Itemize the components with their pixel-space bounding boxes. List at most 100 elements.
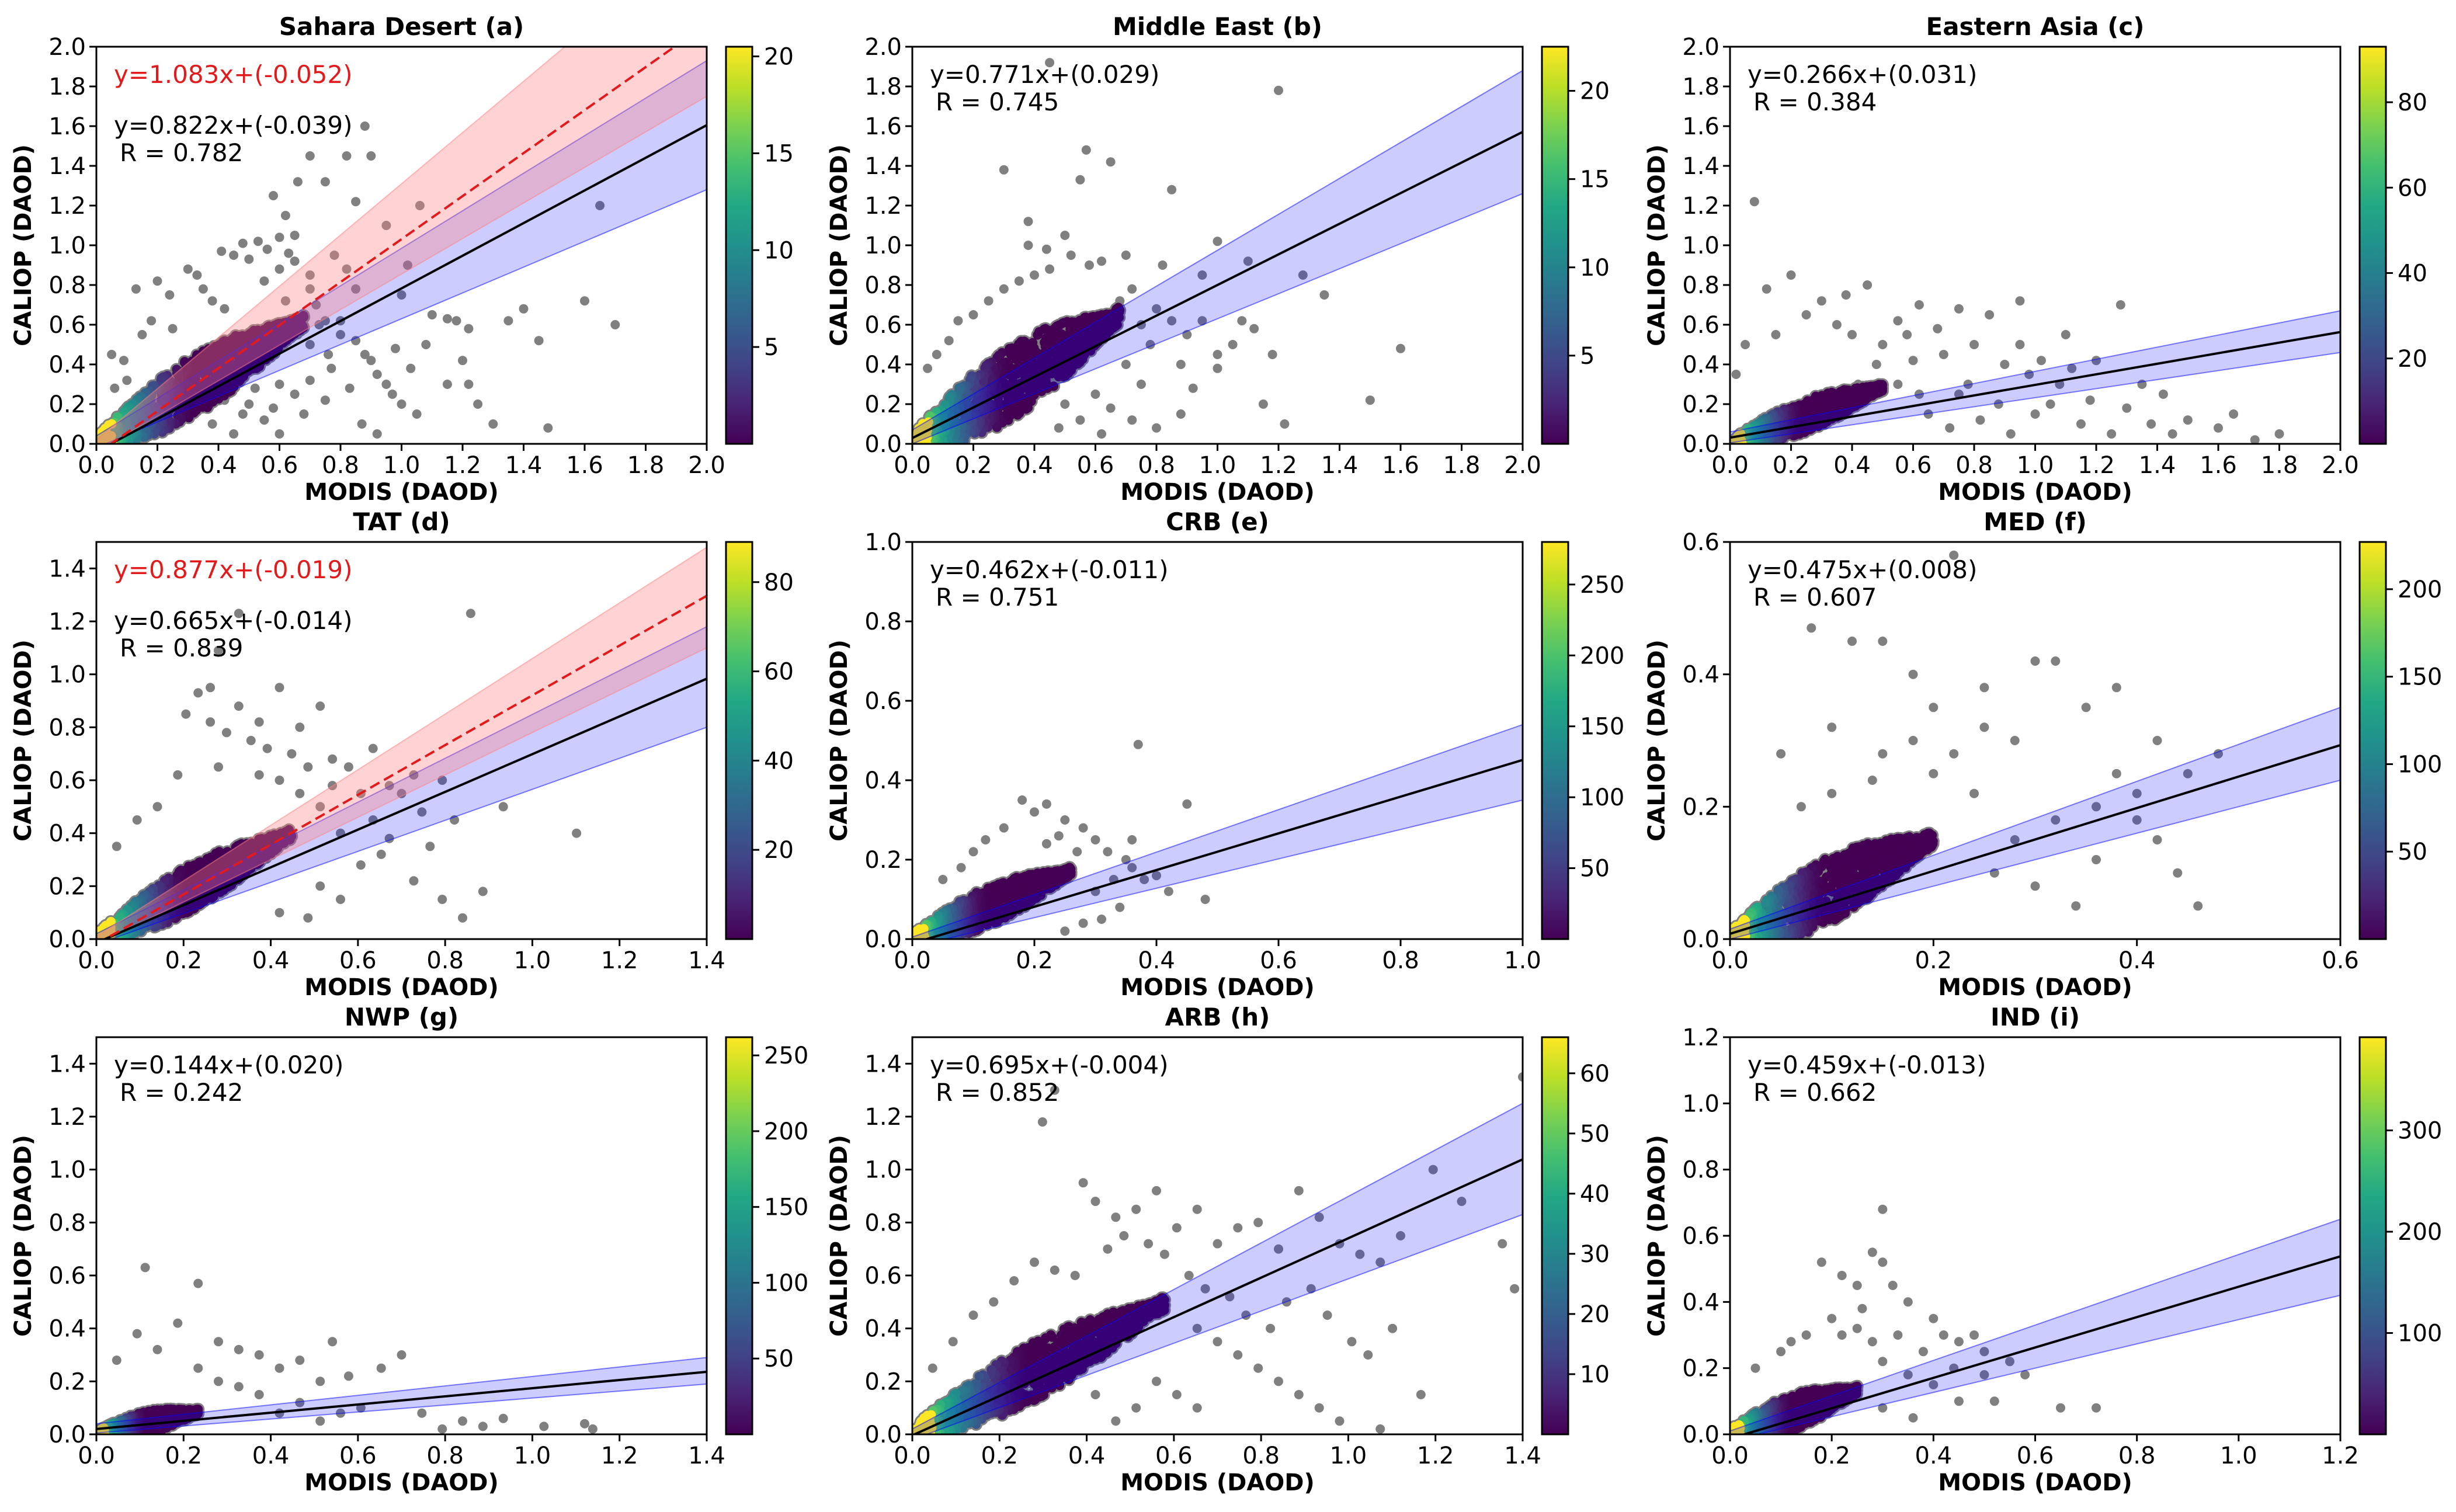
outlier-point — [1954, 304, 1964, 314]
panel-1: 0.0 0.2 0.4 0.6 0.8 1.0 1.2 1.4 1.6 1.8 2.00.00.20… — [826, 12, 1610, 506]
outlier-point — [131, 284, 141, 294]
y-tick-label: 1.0 — [48, 232, 86, 259]
outlier-point — [152, 276, 162, 286]
outlier-point — [451, 316, 461, 326]
y-tick-label: 0.0 — [48, 431, 86, 458]
outlier-point — [534, 336, 544, 346]
correlation-label: R = 0.745 — [936, 88, 1059, 116]
outlier-point — [1908, 356, 1918, 366]
outlier-point — [464, 380, 474, 389]
outlier-point — [198, 284, 208, 294]
outlier-point — [1167, 185, 1177, 194]
outlier-point — [336, 330, 345, 339]
outlier-point — [1075, 415, 1085, 425]
x-tick-label: 1.0 — [383, 452, 421, 479]
outlier-point — [2085, 395, 2095, 405]
outlier-point — [299, 409, 309, 419]
outlier-point — [2045, 399, 2055, 409]
outlier-point — [2146, 419, 2156, 429]
outlier-point — [1188, 383, 1198, 393]
y-tick-label: 1.8 — [48, 74, 86, 100]
y-tick-label: 0.4 — [48, 352, 86, 378]
outlier-point — [342, 151, 352, 161]
outlier-point — [305, 270, 315, 280]
x-tick-label: 2.0 — [688, 452, 725, 479]
outlier-point — [110, 383, 120, 393]
outlier-point — [305, 284, 315, 294]
x-tick-label: 1.0 — [1199, 452, 1236, 479]
outlier-point — [1121, 360, 1131, 369]
outlier-point — [464, 324, 474, 333]
outlier-point — [968, 310, 978, 319]
outlier-point — [342, 264, 352, 274]
panel-title: Sahara Desert (a) — [279, 12, 524, 41]
outlier-point — [1749, 197, 1759, 207]
outlier-point — [1969, 340, 1979, 349]
outlier-point — [1213, 350, 1222, 359]
outlier-point — [360, 121, 370, 131]
outlier-point — [1249, 324, 1259, 333]
outlier-point — [1975, 415, 1985, 425]
y-tick-label: 0.6 — [864, 312, 902, 339]
outlier-point — [381, 380, 391, 389]
outlier-point — [2036, 356, 2046, 366]
x-tick-label: 1.4 — [1321, 452, 1359, 479]
outlier-point — [1741, 340, 1750, 349]
outlier-point — [1127, 415, 1137, 425]
outlier-point — [473, 399, 483, 409]
outlier-point — [1090, 390, 1100, 399]
plot-area — [1730, 197, 2340, 444]
x-axis-label: MODIS (DAOD) — [304, 479, 499, 506]
outlier-point — [345, 383, 355, 393]
outlier-point — [1365, 395, 1375, 405]
outlier-point — [984, 296, 993, 306]
outlier-point — [305, 376, 315, 385]
outlier-point — [406, 363, 416, 373]
outlier-point — [1228, 340, 1238, 349]
y-tick-label: 0.8 — [48, 272, 86, 299]
y-tick-label: 1.2 — [864, 193, 902, 220]
outlier-point — [1106, 157, 1116, 167]
outlier-point — [1030, 270, 1039, 280]
plot-area — [96, 47, 707, 444]
colorbar-tick-label: 10 — [764, 237, 794, 264]
outlier-point — [147, 316, 157, 326]
outlier-point — [2107, 429, 2117, 439]
outlier-point — [1014, 276, 1024, 286]
outlier-point — [320, 395, 330, 405]
y-tick-label: 1.8 — [864, 74, 902, 100]
outlier-point — [1127, 284, 1137, 294]
outlier-point — [1237, 316, 1247, 326]
y-tick-label: 1.0 — [864, 232, 902, 259]
outlier-point — [2015, 296, 2025, 306]
colorbar-tick-label: 5 — [764, 334, 779, 361]
outlier-point — [2000, 360, 2010, 369]
outlier-point — [923, 363, 933, 373]
outlier-point — [320, 177, 330, 187]
outlier-point — [381, 221, 391, 230]
outlier-point — [932, 350, 942, 359]
outlier-point — [1176, 409, 1186, 419]
outlier-point — [275, 232, 284, 242]
outlier-point — [1121, 251, 1131, 260]
outlier-point — [1396, 343, 1405, 353]
x-tick-label: 0.2 — [955, 452, 992, 479]
outlier-point — [293, 177, 303, 187]
y-tick-label: 0.8 — [864, 272, 902, 299]
outlier-point — [412, 409, 422, 419]
outlier-point — [1158, 260, 1168, 270]
colorbar-tick-label: 15 — [1580, 166, 1610, 193]
outlier-point — [165, 290, 175, 300]
x-axis-label: MODIS (DAOD) — [1120, 479, 1315, 506]
y-tick-label: 1.2 — [48, 193, 86, 220]
x-tick-label: 1.8 — [627, 452, 665, 479]
colorbar-tick-label: 20 — [1580, 78, 1610, 105]
outlier-point — [1902, 330, 1912, 339]
outlier-point — [284, 248, 294, 258]
outlier-point — [2274, 429, 2284, 439]
outlier-point — [168, 324, 178, 333]
x-tick-label: 1.6 — [1382, 452, 1419, 479]
outlier-point — [1213, 237, 1222, 246]
y-tick-label: 1.6 — [48, 113, 86, 140]
panel-title: Middle East (b) — [1113, 12, 1322, 41]
